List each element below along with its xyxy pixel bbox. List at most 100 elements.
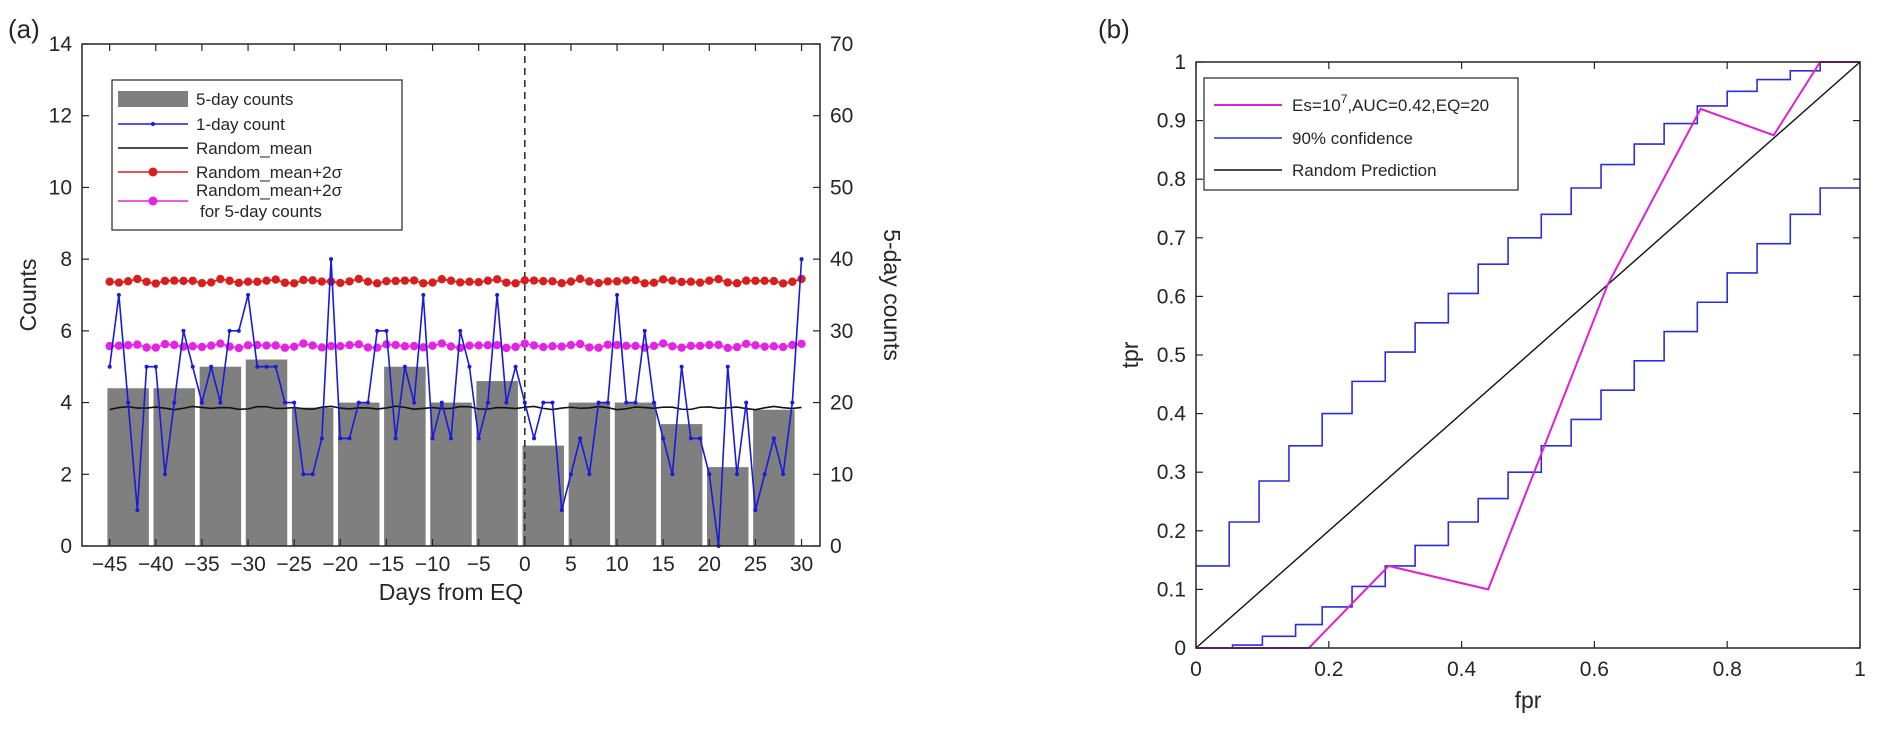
y-right-tick-label: 40 (830, 248, 853, 271)
series-point (308, 341, 317, 350)
series-line (108, 259, 803, 547)
bar-5day (430, 402, 472, 546)
x-tick-label: 0 (1190, 658, 1202, 681)
series-point (319, 436, 324, 441)
series-point (336, 341, 345, 351)
series-point (402, 364, 407, 369)
series-point (615, 293, 620, 297)
y-tick-label: 4 (60, 392, 72, 415)
x-tick-label: 1 (1854, 658, 1866, 681)
y-tick-label: 1 (1174, 51, 1186, 74)
series-point (539, 276, 548, 286)
legend-entry-magenta-2: for 5-day counts (200, 202, 322, 221)
legend-b: Es=107,AUC=0.42,EQ=20 90% confidence Ran… (1203, 77, 1519, 191)
series-point (504, 400, 509, 405)
series-point (391, 276, 400, 286)
series-point (227, 328, 232, 333)
x-tick-label: 5 (565, 553, 577, 576)
series-point (734, 472, 739, 477)
series-point (170, 276, 179, 285)
series-point (587, 472, 592, 477)
series-point (698, 436, 703, 441)
series-point (142, 343, 151, 352)
series-point (631, 275, 640, 285)
bar-5day (476, 381, 518, 546)
series-point (522, 400, 527, 405)
series-point (170, 340, 179, 350)
y-right-tick-label: 10 (830, 463, 853, 486)
x-tick-label: −40 (138, 553, 174, 576)
series-point (799, 257, 804, 262)
panel-a: (a) −45 −40 −35 −30 −25 −20 −15 −10 −5 0 5 10 15 20 25… (8, 14, 905, 605)
series-point (797, 339, 806, 348)
series-point (209, 364, 214, 369)
series-point (181, 328, 186, 333)
series-point (467, 364, 472, 369)
series-point (575, 339, 585, 349)
series-point (532, 436, 537, 441)
series-random-mean-2sigma (105, 274, 806, 288)
x-tick-label: 25 (744, 553, 767, 576)
legend-box-b (1203, 77, 1519, 191)
series-point (458, 328, 463, 333)
series-point (778, 342, 788, 352)
series-point (605, 400, 610, 405)
series-point (206, 341, 216, 350)
series-point (160, 339, 170, 349)
series-point (151, 279, 160, 288)
series-1day-count (107, 257, 804, 548)
y-ticks-left-a: 0 2 4 6 8 10 12 14 (49, 33, 89, 558)
series-point (354, 274, 363, 284)
series-point (705, 276, 714, 285)
series-point (732, 342, 742, 352)
y-tick-label: 0.6 (1157, 285, 1186, 308)
series-point (326, 341, 336, 351)
series-point (126, 400, 131, 405)
x-tick-label: 0 (519, 553, 531, 576)
y-tick-label: 0.1 (1157, 578, 1186, 601)
y-tick-label: 10 (49, 176, 72, 199)
series-point (308, 276, 317, 285)
series-point (135, 508, 140, 513)
series-point (677, 277, 686, 287)
series-point (778, 279, 788, 288)
series-point (107, 364, 112, 369)
series-point (282, 400, 287, 405)
y-right-tick-label: 30 (830, 320, 853, 343)
legend-entry-random-pred: Random Prediction (1292, 161, 1437, 180)
series-point (520, 276, 529, 285)
x-ticks-a: −45 −40 −35 −30 −25 −20 −15 −10 −5 0 5 10 15 20 25 30 (92, 44, 813, 576)
series-point (744, 400, 749, 405)
series-point (541, 400, 546, 405)
series-point (354, 340, 363, 349)
series-point (612, 340, 622, 350)
series-point (483, 341, 493, 350)
series-point (329, 257, 334, 262)
y-tick-label: 2 (60, 463, 72, 486)
y-tick-label: 0.8 (1157, 168, 1186, 191)
y-tick-label: 0 (1174, 637, 1186, 660)
series-point (566, 340, 576, 350)
series-point (225, 276, 234, 285)
y-tick-label: 8 (60, 248, 72, 271)
x-tick-label: −25 (276, 553, 312, 576)
series-point (153, 364, 158, 369)
series-point (151, 343, 160, 352)
series-point (575, 274, 585, 284)
series-point (520, 339, 529, 348)
legend-marker-1day (151, 122, 155, 126)
series-point (218, 400, 223, 405)
series-random-prediction (1195, 61, 1861, 649)
x-axis-label-b: fpr (1515, 687, 1542, 713)
series-point (400, 276, 410, 285)
series-confidence-lower (1196, 187, 1860, 649)
series-point (133, 274, 142, 284)
x-tick-label: 0.4 (1447, 658, 1477, 681)
series-point (668, 276, 677, 285)
series-point (695, 341, 705, 350)
series-point (640, 279, 649, 288)
series-point (668, 342, 677, 351)
series-point (234, 278, 244, 288)
series-point (465, 341, 474, 350)
legend-entry-roc-exp: 7 (1341, 92, 1348, 106)
